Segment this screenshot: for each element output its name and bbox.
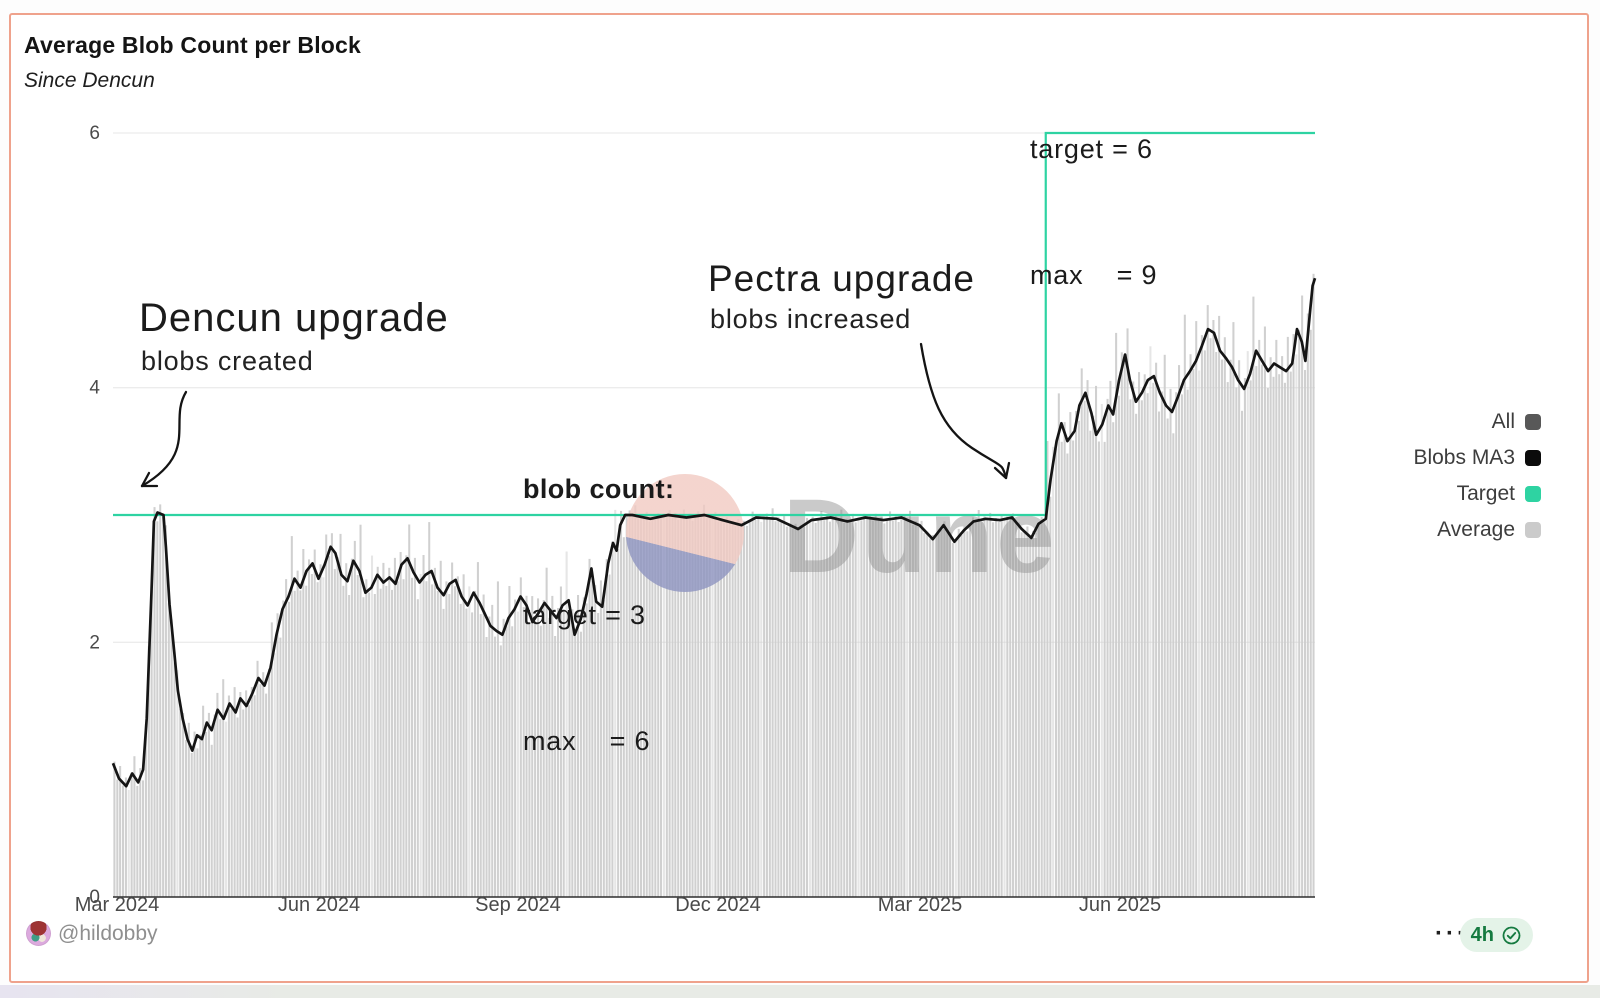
verified-icon [1502,926,1521,944]
svg-text:Mar 2025: Mar 2025 [878,894,963,916]
legend-item-all[interactable]: All [1492,410,1541,434]
pectra-max: max = 9 [1030,260,1158,290]
ma3-line [111,277,1317,788]
pectra-target: target = 6 [1030,134,1153,164]
legend-label: Target [1456,482,1515,505]
legend-swatch-icon [1525,522,1541,538]
svg-text:Dec 2024: Dec 2024 [675,894,761,916]
dune-watermark: Dune [626,474,1058,595]
svg-text:Mar 2024: Mar 2024 [75,894,160,916]
pectra-annotation-subtitle: blobs increased [710,304,912,334]
chart-subtitle: Since Dencun [24,69,155,92]
page-bottom-strip [0,985,1600,998]
dencun-annotation-subtitle: blobs created [141,346,314,376]
svg-text:4: 4 [89,378,100,399]
x-axis-labels: Mar 2024 Jun 2024 Sep 2024 Dec 2024 Mar 2025… [75,894,1161,916]
legend-label: Blobs MA3 [1413,446,1515,469]
legend-item-blobs-ma3[interactable]: Blobs MA3 [1413,446,1541,470]
legend-swatch-icon [1525,414,1541,430]
author-avatar[interactable] [26,921,51,946]
svg-text:0: 0 [89,887,100,908]
blob-count-heading: blob count: [523,474,675,504]
pectra-annotation-title: Pectra upgrade [708,258,976,299]
chart-title: Average Blob Count per Block [24,32,362,58]
svg-text:Jun 2024: Jun 2024 [278,894,360,916]
target-line [113,131,1315,517]
y-axis-labels: 0 2 4 6 [89,123,100,908]
age-badge-text: 4h [1470,923,1494,946]
dencun-annotation-title: Dencun upgrade [139,296,449,340]
age-badge[interactable]: 4h [1459,918,1533,952]
legend-swatch-icon [1525,486,1541,502]
legend-swatch-icon [1525,450,1541,466]
average-bars [113,273,1315,898]
blob-count-target: target = 3 [523,600,646,630]
annotation-arrows [140,342,1011,488]
blob-count-annotation: blob count: target = 3 max = 6 [523,384,674,804]
dencun-arrow [140,390,188,488]
legend-item-average[interactable]: Average [1437,518,1541,542]
svg-text:6: 6 [89,123,100,144]
blob-count-max: max = 6 [523,726,651,756]
legend-label: All [1491,410,1515,433]
svg-text:Jun 2025: Jun 2025 [1079,894,1161,916]
dune-watermark-text: Dune [783,478,1058,595]
legend-item-target[interactable]: Target [1457,482,1541,506]
pectra-arrow [919,342,1008,480]
author-handle[interactable]: @hildobby [58,922,158,945]
svg-text:2: 2 [89,632,100,653]
legend: All Blobs MA3 Target Average [1413,410,1541,542]
pectra-params-annotation: target = 6 max = 9 [1030,44,1157,338]
svg-text:Sep 2024: Sep 2024 [475,894,561,916]
legend-label: Average [1437,518,1515,541]
